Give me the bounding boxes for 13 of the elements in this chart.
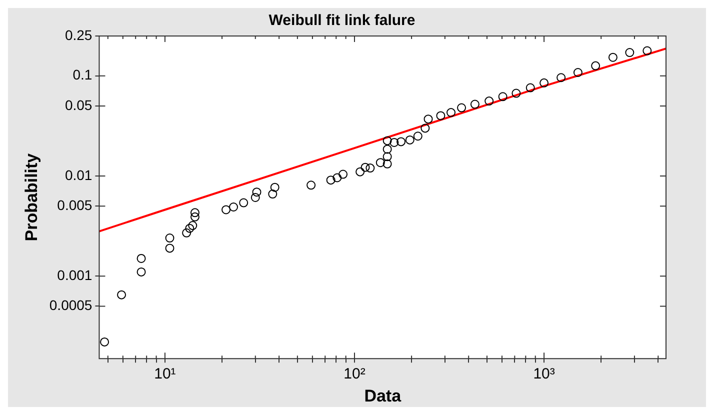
y-tick-label: 0.01 <box>64 166 92 183</box>
x-axis-title: Data <box>364 386 402 406</box>
x-tick-label: 10¹ <box>154 366 176 383</box>
y-tick-label: 0.25 <box>64 26 92 43</box>
y-tick-label: 0.1 <box>72 66 92 83</box>
y-tick-label: 0.005 <box>57 196 92 213</box>
y-axis-title: Probability <box>22 152 41 242</box>
y-tick-label: 0.001 <box>57 266 92 283</box>
chart-title: Weibull fit link falure <box>268 12 416 30</box>
x-tick-label: 10² <box>344 366 366 383</box>
x-tick-label: 10³ <box>533 366 555 383</box>
y-tick-label: 0.0005 <box>49 297 92 314</box>
y-tick-label: 0.05 <box>64 96 92 113</box>
